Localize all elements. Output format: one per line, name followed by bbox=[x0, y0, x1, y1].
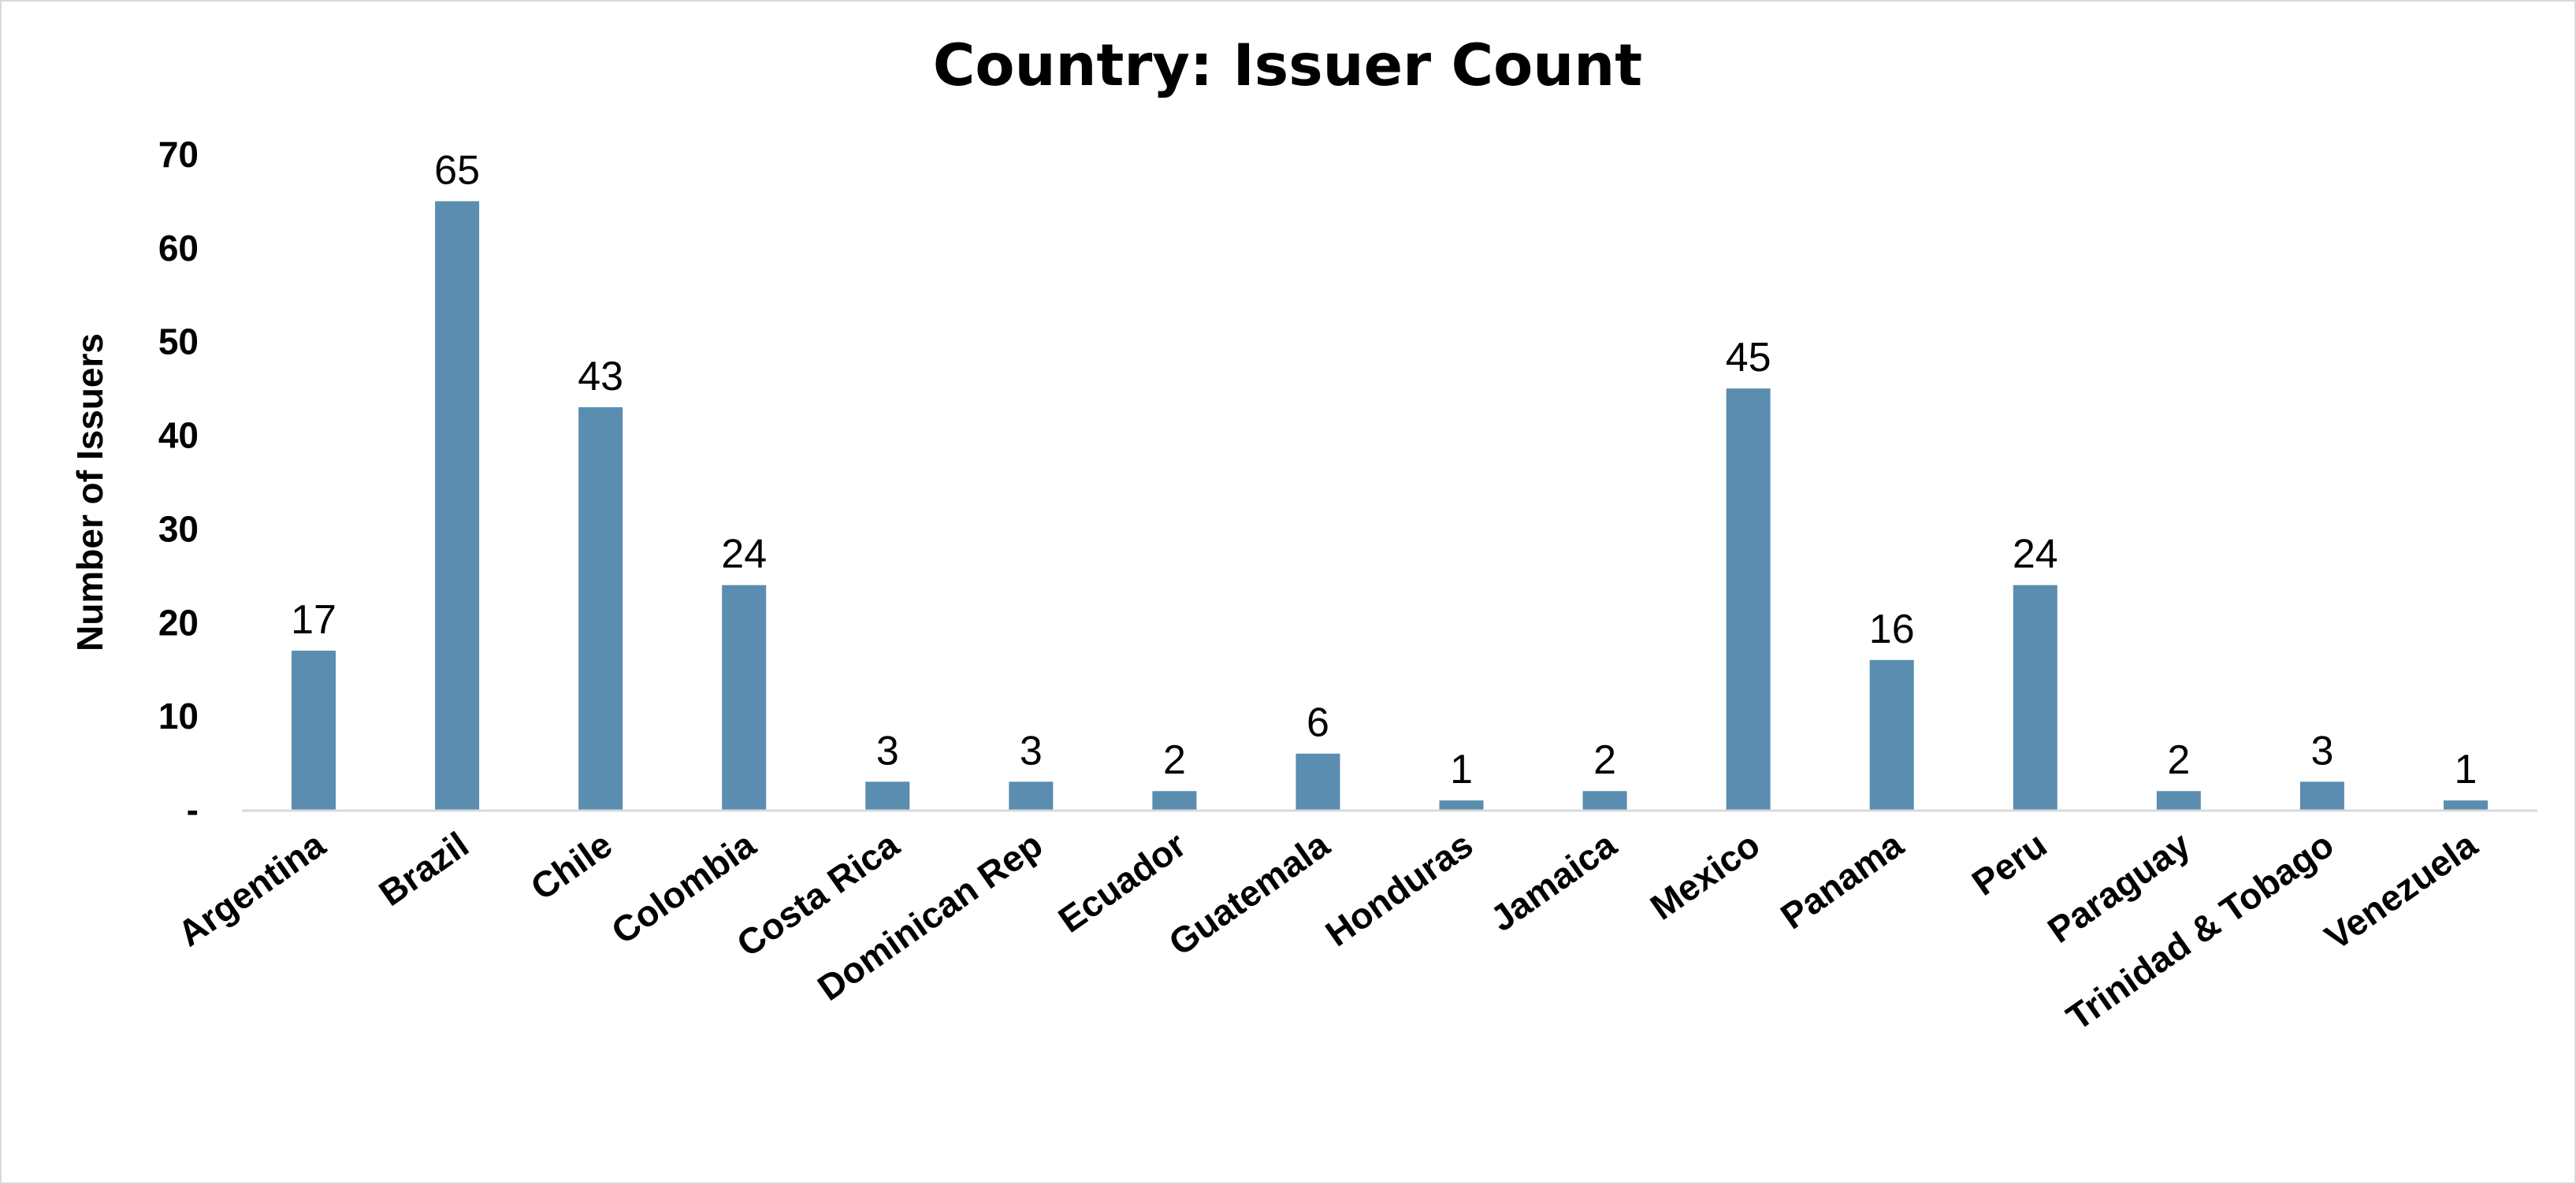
x-tick-label: Peru bbox=[1965, 824, 2054, 904]
x-tick-label: Honduras bbox=[1318, 824, 1481, 955]
data-label: 3 bbox=[1020, 728, 1043, 774]
data-label: 1 bbox=[1450, 747, 1473, 792]
y-tick-label: 50 bbox=[158, 321, 199, 362]
bar bbox=[1152, 791, 1197, 810]
data-label: 65 bbox=[434, 147, 480, 193]
data-label: 43 bbox=[578, 354, 623, 399]
data-label: 6 bbox=[1307, 700, 1329, 746]
data-label: 2 bbox=[1593, 737, 1616, 783]
bar bbox=[2013, 585, 2057, 810]
y-axis-ticks: - 10 20 30 40 50 60 70 bbox=[158, 134, 199, 830]
bar bbox=[1295, 753, 1340, 810]
bar bbox=[1869, 659, 1914, 810]
x-tick-label: Argentina bbox=[170, 823, 333, 954]
y-tick-label: 60 bbox=[158, 228, 199, 269]
data-labels: 17 65 43 24 3 3 2 6 1 2 45 16 24 2 3 1 bbox=[291, 147, 2477, 792]
x-tick-label: Trinidad & Tobago bbox=[2059, 824, 2341, 1038]
bar bbox=[435, 201, 480, 810]
bar bbox=[722, 585, 767, 810]
y-axis-label: Number of Issuers bbox=[69, 333, 110, 651]
bar bbox=[1439, 800, 1484, 810]
x-tick-label: Brazil bbox=[371, 824, 475, 914]
bar bbox=[578, 406, 623, 810]
bar bbox=[2443, 800, 2488, 810]
bar bbox=[1726, 388, 1771, 811]
y-tick-label: 40 bbox=[158, 415, 199, 456]
y-tick-label: - bbox=[187, 789, 199, 830]
x-tick-label: Venezuela bbox=[2318, 823, 2485, 957]
y-tick-label: 30 bbox=[158, 508, 199, 549]
y-tick-label: 70 bbox=[158, 134, 199, 175]
y-tick-label: 20 bbox=[158, 602, 199, 643]
data-label: 2 bbox=[2167, 737, 2190, 783]
data-label: 16 bbox=[1869, 607, 1915, 652]
data-label: 24 bbox=[721, 532, 767, 577]
data-label: 3 bbox=[876, 728, 899, 774]
x-tick-label: Panama bbox=[1773, 823, 1911, 937]
x-tick-label: Chile bbox=[523, 824, 619, 908]
data-label: 3 bbox=[2310, 728, 2333, 774]
bar bbox=[292, 650, 336, 810]
bar bbox=[2299, 781, 2344, 810]
x-tick-label: Jamaica bbox=[1483, 823, 1624, 939]
bar-series bbox=[292, 201, 2488, 811]
data-label: 1 bbox=[2455, 747, 2477, 792]
data-label: 17 bbox=[291, 597, 336, 643]
data-label: 2 bbox=[1163, 737, 1186, 783]
bar bbox=[1582, 791, 1627, 810]
x-tick-label: Mexico bbox=[1643, 824, 1768, 928]
data-label: 45 bbox=[1726, 335, 1771, 380]
x-tick-label: Guatemala bbox=[1162, 823, 1337, 963]
bar bbox=[2156, 791, 2201, 810]
bar bbox=[1009, 781, 1054, 810]
data-label: 24 bbox=[2013, 532, 2058, 577]
chart-title: Country: Issuer Count bbox=[933, 32, 1642, 99]
y-tick-label: 10 bbox=[158, 696, 199, 737]
bar bbox=[865, 781, 910, 810]
